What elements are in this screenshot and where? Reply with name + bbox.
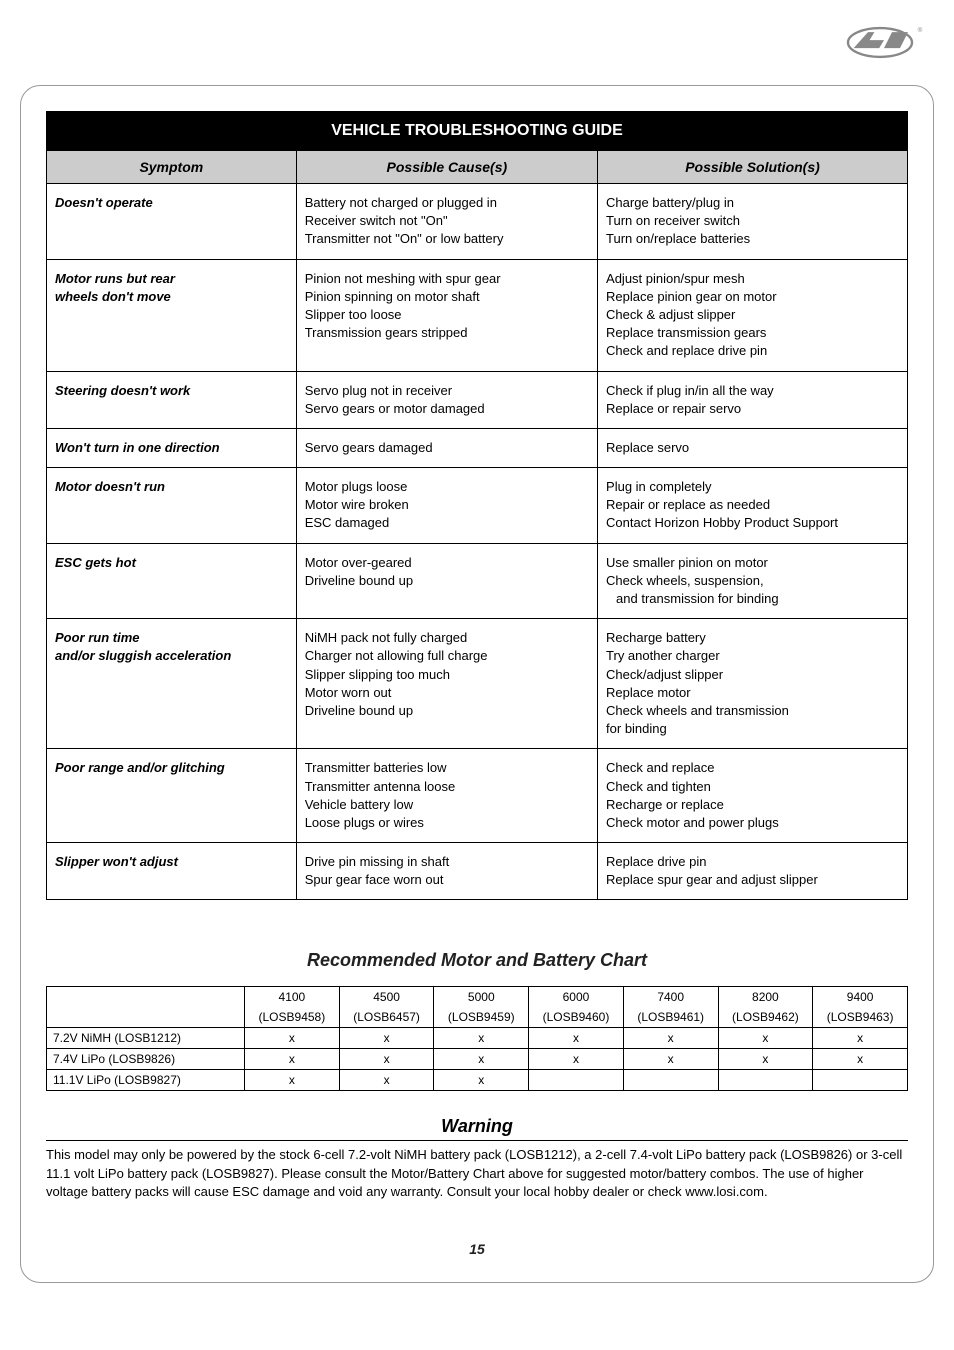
cause-cell: NiMH pack not fully chargedCharger not a… [296,619,597,749]
cause-cell: Transmitter batteries lowTransmitter ant… [296,749,597,843]
chart-col-number: 9400 [813,987,908,1008]
chart-col-code: (LOSB9463) [813,1007,908,1028]
symptom-cell: Motor runs but rearwheels don't move [47,259,297,371]
chart-col-number: 7400 [623,987,718,1008]
solution-cell: Adjust pinion/spur meshReplace pinion ge… [598,259,908,371]
chart-col-number: 8200 [718,987,813,1008]
symptom-cell: Steering doesn't work [47,371,297,428]
motor-battery-chart: 4100450050006000740082009400 (LOSB9458)(… [46,986,908,1091]
chart-row-label: 7.4V LiPo (LOSB9826) [47,1049,245,1070]
chart-cell: x [529,1049,624,1070]
table-row: ESC gets hotMotor over-gearedDriveline b… [47,543,908,619]
table-row: Poor range and/or glitchingTransmitter b… [47,749,908,843]
chart-row-label: 11.1V LiPo (LOSB9827) [47,1070,245,1091]
cause-cell: Drive pin missing in shaftSpur gear face… [296,843,597,900]
page-number: 15 [46,1241,908,1257]
chart-cell [813,1070,908,1091]
solution-cell: Replace servo [598,428,908,467]
chart-cell: x [718,1049,813,1070]
symptom-cell: Poor range and/or glitching [47,749,297,843]
chart-cell: x [434,1028,529,1049]
symptom-cell: Motor doesn't run [47,468,297,544]
table-row: Poor run timeand/or sluggish acceleratio… [47,619,908,749]
symptom-cell: Doesn't operate [47,184,297,260]
chart-col-number: 4100 [245,987,340,1008]
col-header-cause: Possible Cause(s) [296,151,597,184]
solution-cell: Check if plug in/in all the wayReplace o… [598,371,908,428]
chart-cell [718,1070,813,1091]
chart-cell [623,1070,718,1091]
chart-cell: x [245,1070,340,1091]
table-row: Slipper won't adjustDrive pin missing in… [47,843,908,900]
chart-col-code: (LOSB9461) [623,1007,718,1028]
chart-col-code: (LOSB6457) [339,1007,434,1028]
solution-cell: Replace drive pinReplace spur gear and a… [598,843,908,900]
chart-col-code: (LOSB9460) [529,1007,624,1028]
chart-cell: x [339,1028,434,1049]
chart-cell: x [623,1049,718,1070]
chart-col-number: 4500 [339,987,434,1008]
brand-logo: ® [20,20,934,70]
chart-col-number: 6000 [529,987,624,1008]
symptom-cell: Slipper won't adjust [47,843,297,900]
col-header-symptom: Symptom [47,151,297,184]
chart-cell: x [245,1028,340,1049]
cause-cell: Pinion not meshing with spur gearPinion … [296,259,597,371]
solution-cell: Check and replaceCheck and tightenRechar… [598,749,908,843]
chart-cell: x [718,1028,813,1049]
chart-col-code: (LOSB9459) [434,1007,529,1028]
cause-cell: Battery not charged or plugged inReceive… [296,184,597,260]
troubleshooting-table: VEHICLE TROUBLESHOOTING GUIDE Symptom Po… [46,111,908,900]
chart-cell: x [339,1070,434,1091]
chart-row-label: 7.2V NiMH (LOSB1212) [47,1028,245,1049]
solution-cell: Recharge batteryTry another chargerCheck… [598,619,908,749]
table-row: Steering doesn't workServo plug not in r… [47,371,908,428]
table-row: Doesn't operateBattery not charged or pl… [47,184,908,260]
chart-cell: x [434,1049,529,1070]
chart-cell: x [813,1028,908,1049]
chart-row: 11.1V LiPo (LOSB9827)xxx [47,1070,908,1091]
svg-text:®: ® [918,26,923,34]
chart-cell [529,1070,624,1091]
cause-cell: Servo plug not in receiverServo gears or… [296,371,597,428]
warning-text: This model may only be powered by the st… [46,1146,908,1201]
symptom-cell: Poor run timeand/or sluggish acceleratio… [47,619,297,749]
content-frame: VEHICLE TROUBLESHOOTING GUIDE Symptom Po… [20,85,934,1283]
solution-cell: Plug in completelyRepair or replace as n… [598,468,908,544]
chart-cell: x [339,1049,434,1070]
table-title: VEHICLE TROUBLESHOOTING GUIDE [47,112,908,151]
symptom-cell: ESC gets hot [47,543,297,619]
solution-cell: Use smaller pinion on motorCheck wheels,… [598,543,908,619]
chart-cell: x [434,1070,529,1091]
solution-cell: Charge battery/plug inTurn on receiver s… [598,184,908,260]
chart-cell: x [813,1049,908,1070]
col-header-solution: Possible Solution(s) [598,151,908,184]
chart-col-number: 5000 [434,987,529,1008]
chart-row: 7.2V NiMH (LOSB1212)xxxxxxx [47,1028,908,1049]
chart-cell: x [245,1049,340,1070]
cause-cell: Servo gears damaged [296,428,597,467]
cause-cell: Motor over-gearedDriveline bound up [296,543,597,619]
table-row: Motor doesn't runMotor plugs looseMotor … [47,468,908,544]
warning-heading: Warning [46,1116,908,1141]
chart-col-code: (LOSB9462) [718,1007,813,1028]
table-row: Motor runs but rearwheels don't movePini… [47,259,908,371]
chart-heading: Recommended Motor and Battery Chart [46,950,908,971]
chart-cell: x [529,1028,624,1049]
symptom-cell: Won't turn in one direction [47,428,297,467]
chart-cell: x [623,1028,718,1049]
cause-cell: Motor plugs looseMotor wire brokenESC da… [296,468,597,544]
chart-row: 7.4V LiPo (LOSB9826)xxxxxxx [47,1049,908,1070]
table-row: Won't turn in one directionServo gears d… [47,428,908,467]
chart-col-code: (LOSB9458) [245,1007,340,1028]
